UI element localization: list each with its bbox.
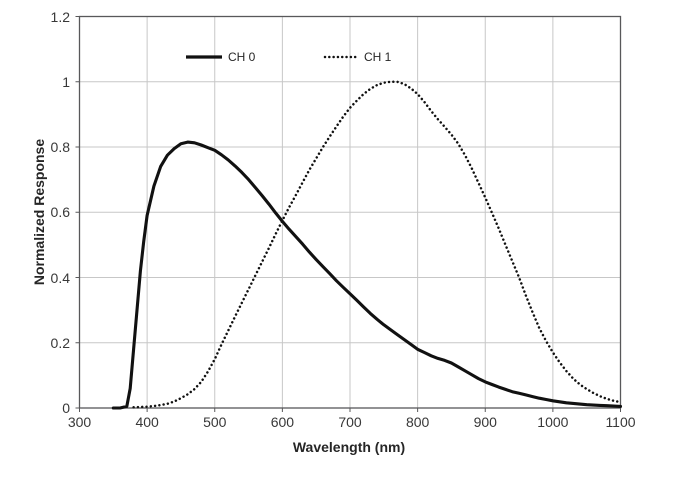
y-tick-label: 1 bbox=[62, 73, 70, 90]
y-tick-label: 0.2 bbox=[50, 334, 70, 351]
y-tick-label: 0 bbox=[62, 400, 70, 416]
series-line-ch1 bbox=[132, 80, 622, 409]
y-tick-label: 0.8 bbox=[50, 139, 70, 155]
legend-item-ch1: CH 1 bbox=[322, 49, 391, 65]
y-tick-label: 0.4 bbox=[50, 269, 70, 286]
legend-label-ch0: CH 0 bbox=[228, 50, 256, 64]
x-tick-label: 900 bbox=[473, 414, 497, 430]
x-tick-label: 500 bbox=[203, 414, 227, 430]
x-tick-label: 700 bbox=[338, 414, 362, 430]
y-axis-title: Normalized Response bbox=[31, 138, 47, 286]
x-axis-title: Wavelength (nm) bbox=[292, 439, 406, 455]
plot-border bbox=[78, 15, 622, 409]
x-tick-label: 300 bbox=[67, 414, 92, 430]
x-tick-label: 800 bbox=[405, 414, 430, 430]
legend-label-ch1: CH 1 bbox=[364, 50, 392, 64]
y-tick-label: 0.6 bbox=[50, 204, 70, 221]
x-tick-label: 600 bbox=[270, 414, 295, 430]
legend-item-ch0: CH 0 bbox=[184, 49, 255, 65]
x-tick-label: 400 bbox=[135, 414, 159, 430]
series-line-ch0 bbox=[111, 140, 623, 410]
solid-line-swatch bbox=[186, 55, 222, 59]
dotted-line-swatch bbox=[323, 55, 359, 59]
x-tick-label: 1000 bbox=[537, 414, 569, 430]
x-tick-label: 1100 bbox=[605, 414, 636, 430]
y-tick-label: 1.2 bbox=[50, 8, 70, 25]
